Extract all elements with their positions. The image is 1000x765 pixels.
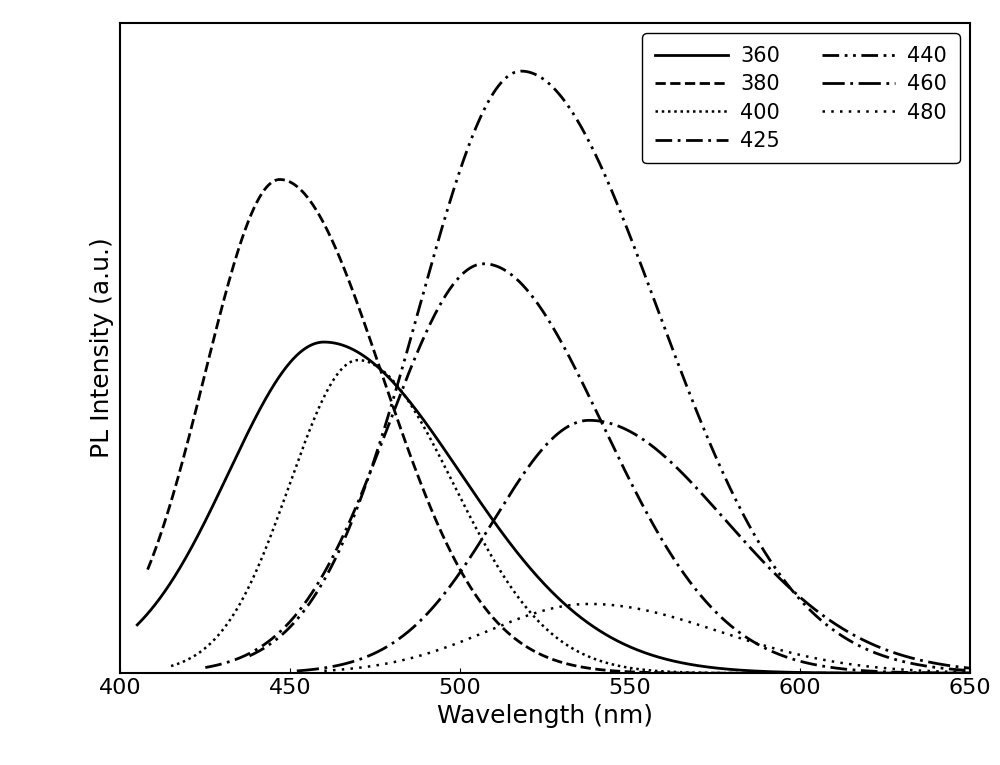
X-axis label: Wavelength (nm): Wavelength (nm) [437,704,653,728]
Legend: 360, 380, 400, 425, 440, 460, 480: 360, 380, 400, 425, 440, 460, 480 [642,34,960,164]
Y-axis label: PL Intensity (a.u.): PL Intensity (a.u.) [90,238,114,458]
